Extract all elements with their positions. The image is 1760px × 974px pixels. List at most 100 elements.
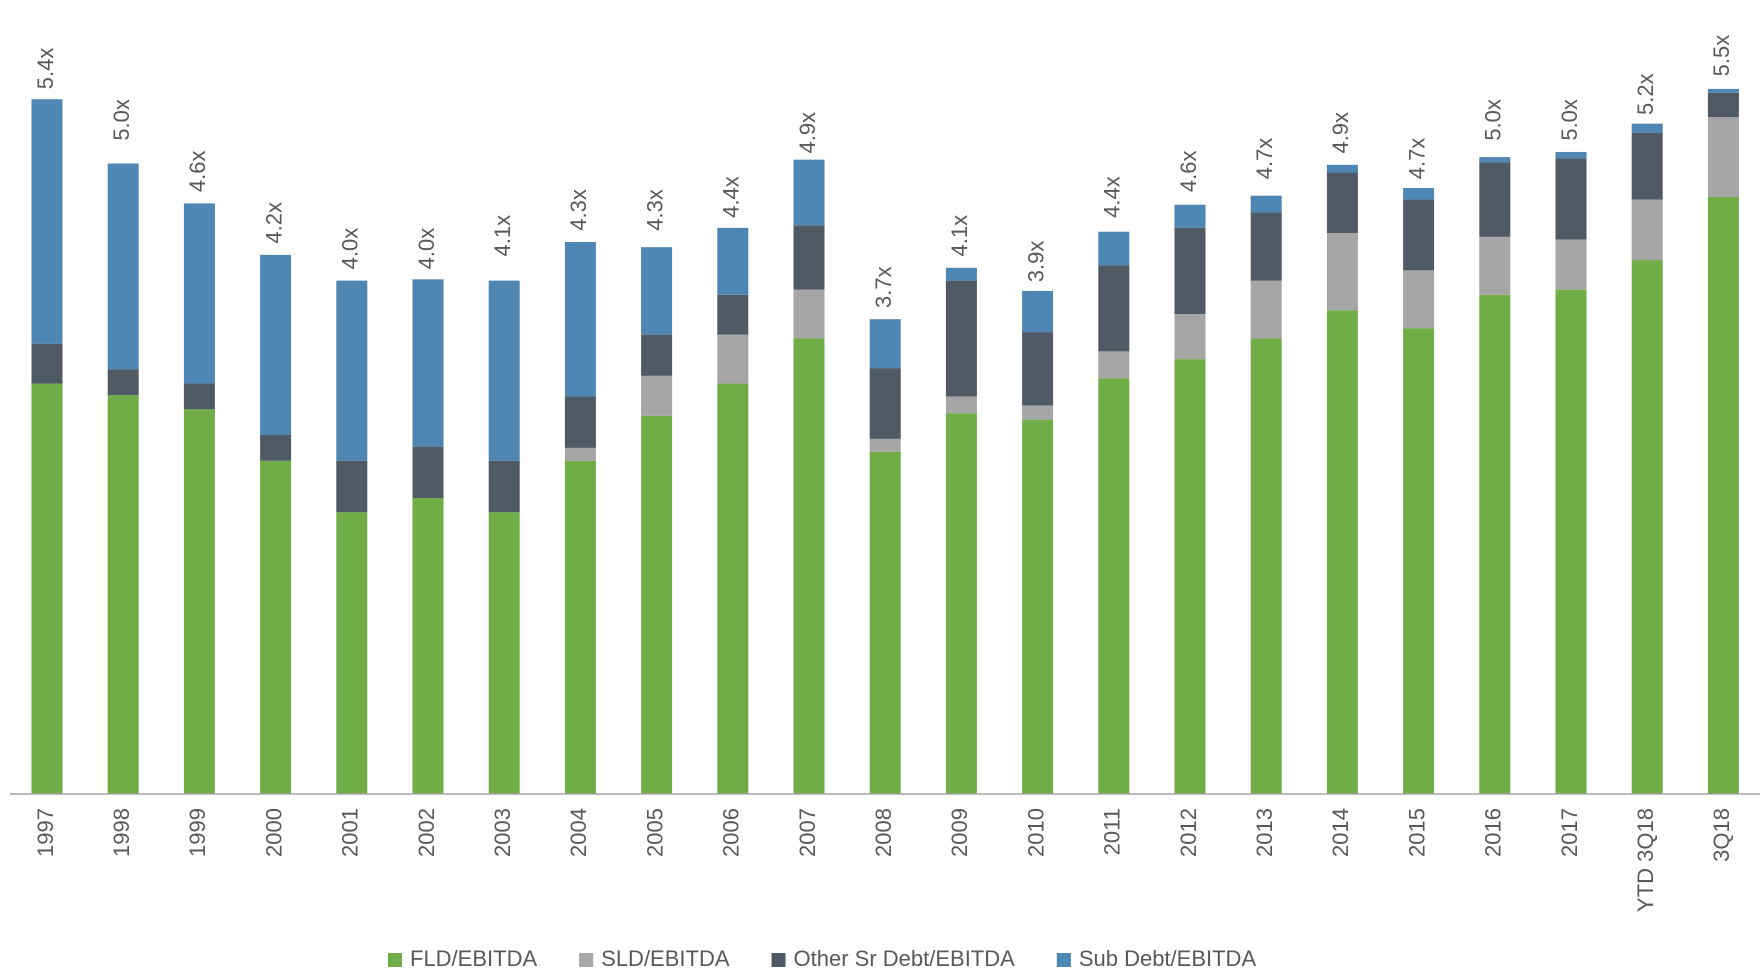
bar-segment (336, 512, 368, 794)
bar-segment (1174, 204, 1206, 228)
total-label: 5.0x (109, 99, 134, 141)
total-label: 5.5x (1709, 35, 1734, 77)
bar-segment (1555, 289, 1587, 794)
bar-segment (1707, 196, 1739, 794)
bar-segment (183, 409, 215, 794)
bar-segment (945, 396, 977, 414)
x-tick-label: 2015 (1404, 808, 1429, 857)
bar-segment (107, 163, 139, 370)
total-label: 4.6x (1176, 151, 1201, 193)
total-label: 4.6x (185, 151, 210, 193)
x-tick-label: 2000 (261, 808, 286, 857)
total-label: 4.3x (642, 189, 667, 231)
x-tick-label: 2014 (1328, 808, 1353, 857)
bar-segment (1479, 162, 1511, 237)
bar-segment (869, 438, 901, 452)
bar-segment (1174, 227, 1206, 315)
bar-segment (260, 460, 292, 794)
bar-segment (1250, 280, 1282, 339)
total-label: 4.2x (261, 202, 286, 244)
bar-segment (641, 415, 673, 794)
x-tick-label: 2010 (1023, 808, 1048, 857)
bar-segment (1326, 310, 1358, 794)
x-tick-label: 1997 (33, 808, 58, 857)
bar-segment (1479, 157, 1511, 163)
x-tick-label: 3Q18 (1709, 808, 1734, 862)
bar-segment (793, 225, 825, 290)
total-label: 4.4x (719, 176, 744, 218)
bar-segment (564, 396, 596, 448)
bar-segment (945, 267, 977, 281)
bar-segment (869, 319, 901, 369)
bar-segment (1022, 405, 1054, 420)
bar-segment (1022, 419, 1054, 794)
bar-segment (717, 294, 749, 335)
bar-segment (107, 395, 139, 794)
bar-segment (1403, 187, 1435, 200)
bar-segment (1631, 132, 1663, 200)
x-tick-label: 2002 (414, 808, 439, 857)
bar-segment (1174, 314, 1206, 360)
bar-segment (1631, 199, 1663, 261)
bar-segment (1631, 260, 1663, 794)
bar-segment (1707, 88, 1739, 93)
x-tick-label: 2003 (490, 808, 515, 857)
x-tick-label: 2004 (566, 808, 591, 857)
bar-segment (1250, 212, 1282, 281)
bar-segment (641, 334, 673, 376)
bar-segment (1022, 332, 1054, 406)
bar-segment (717, 383, 749, 794)
bar-segment (183, 383, 215, 410)
bar-segment (717, 334, 749, 384)
total-label: 4.7x (1404, 138, 1429, 180)
bar-segment (1403, 199, 1435, 271)
legend-label: FLD/EBITDA (410, 946, 537, 971)
bar-segment (945, 280, 977, 397)
bar-segment (336, 460, 368, 513)
bar-segment (641, 247, 673, 335)
total-label: 4.9x (1328, 112, 1353, 154)
x-tick-label: 2017 (1557, 808, 1582, 857)
x-tick-label: 1998 (109, 808, 134, 857)
bar-segment (564, 460, 596, 794)
bar-segment (1098, 231, 1130, 266)
bar-segment (1555, 158, 1587, 240)
legend-label: Other Sr Debt/EBITDA (794, 946, 1016, 971)
bar-segment (564, 447, 596, 461)
x-tick-label: 2013 (1252, 808, 1277, 857)
bar-segment (641, 375, 673, 416)
bar-segment (488, 280, 520, 461)
bar-segment (31, 343, 63, 384)
legend-swatch (771, 953, 786, 967)
total-label: 4.1x (490, 215, 515, 257)
x-tick-label: 2005 (642, 808, 667, 857)
bar-segment (1479, 236, 1511, 295)
x-tick-label: YTD 3Q18 (1633, 808, 1658, 912)
bar-segment (1479, 294, 1511, 794)
x-tick-label: 2006 (719, 808, 744, 857)
total-label: 4.0x (338, 228, 363, 270)
bar-segment (412, 446, 444, 499)
legend-swatch (579, 953, 594, 967)
bar-segment (488, 460, 520, 513)
bar-segment (1250, 195, 1282, 213)
total-label: 4.0x (414, 228, 439, 270)
bar-segment (869, 368, 901, 439)
total-label: 4.3x (566, 189, 591, 231)
bar-segment (1707, 117, 1739, 197)
bar-segment (1555, 151, 1587, 159)
x-tick-label: 2009 (947, 808, 972, 857)
x-tick-label: 2016 (1481, 808, 1506, 857)
total-label: 5.0x (1557, 99, 1582, 141)
total-label: 4.9x (795, 112, 820, 154)
bar-segment (1631, 123, 1663, 133)
bar-segment (1707, 92, 1739, 118)
bar-segment (945, 413, 977, 794)
legend-swatch (1056, 953, 1071, 967)
x-tick-label: 2011 (1100, 808, 1125, 855)
bar-segment (488, 512, 520, 794)
x-tick-label: 2007 (795, 808, 820, 857)
total-label: 5.4x (33, 48, 58, 90)
legend-label: Sub Debt/EBITDA (1079, 946, 1257, 971)
legend-label: SLD/EBITDA (601, 946, 730, 971)
